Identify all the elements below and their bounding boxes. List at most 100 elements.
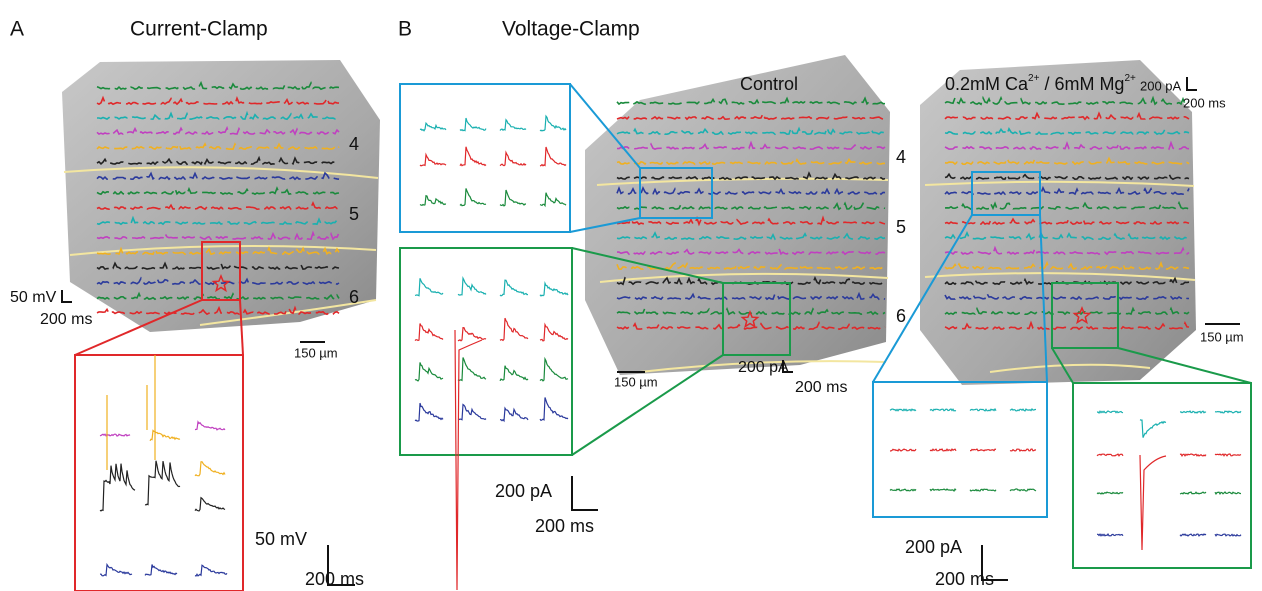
layer-label: 4	[349, 134, 359, 154]
label-part: / 6mM Mg	[1039, 74, 1124, 94]
scale-label: 200 pA	[738, 359, 789, 376]
trace	[144, 564, 178, 576]
trace	[194, 420, 226, 431]
trace-row	[96, 230, 340, 241]
trace-row	[616, 291, 886, 301]
trace-row	[97, 110, 340, 121]
label-part: 2+	[1028, 73, 1040, 84]
trace	[419, 194, 447, 206]
trace-row	[616, 125, 886, 136]
trace-row	[944, 291, 1190, 301]
trace	[929, 448, 957, 452]
trace	[1179, 533, 1207, 537]
trace	[969, 488, 997, 492]
trace	[99, 562, 133, 577]
trace	[414, 323, 444, 342]
trace-row	[96, 80, 340, 91]
trace-row	[616, 171, 886, 181]
inset-frames	[74, 83, 1252, 591]
trace	[1096, 410, 1124, 414]
panel-title: Current-Clamp	[130, 18, 268, 41]
trace	[1179, 410, 1207, 414]
trace-row	[944, 111, 1190, 121]
trace	[1009, 408, 1036, 412]
trace-row	[96, 215, 340, 226]
condition-label: 0.2mM Ca2+ / 6mM Mg2+	[945, 73, 1136, 94]
scale-bars	[61, 77, 1240, 586]
trace-row	[96, 305, 340, 316]
trace-row	[944, 185, 1190, 196]
trace	[419, 152, 447, 167]
trace-row	[96, 186, 340, 196]
trace-row	[96, 95, 340, 106]
trace	[1214, 410, 1242, 414]
layer-label: 4	[896, 147, 906, 167]
trace-row	[944, 172, 1190, 181]
trace-row	[96, 171, 340, 181]
trace	[929, 408, 957, 412]
layer-label: 6	[349, 287, 359, 307]
trace	[99, 463, 136, 512]
trace-row	[944, 230, 1190, 241]
trace	[457, 403, 487, 421]
trace-row	[944, 95, 1190, 106]
trace	[414, 278, 444, 297]
trace	[539, 397, 569, 422]
trace	[539, 146, 567, 167]
panel-letter: B	[398, 18, 412, 41]
trace	[99, 433, 131, 437]
trace-row	[96, 246, 340, 256]
trace	[1179, 453, 1207, 458]
scale-label: 200 ms	[305, 569, 364, 589]
trace-row	[944, 200, 1190, 211]
stimulation-site	[1072, 305, 1092, 325]
condition-label: Control	[740, 74, 798, 94]
trace	[457, 326, 487, 342]
layer-boundaries	[63, 166, 1196, 373]
layer-label: 5	[896, 217, 906, 237]
trace	[539, 192, 567, 208]
trace	[499, 150, 527, 167]
slice-image	[585, 55, 890, 375]
trace-row	[616, 111, 886, 121]
trace	[1139, 454, 1167, 551]
scale-label: 200 pA	[495, 481, 552, 501]
trace-row	[944, 245, 1190, 256]
trace-row	[616, 201, 886, 211]
trace	[454, 329, 483, 591]
scale-label: 50 mV	[10, 289, 57, 306]
trace	[499, 118, 527, 132]
trace	[969, 407, 997, 412]
trace	[106, 355, 156, 470]
slice-image	[920, 60, 1196, 385]
scale-label: 200 ms	[1183, 95, 1226, 110]
trace	[459, 117, 487, 132]
trace-row	[96, 142, 340, 151]
trace	[499, 365, 529, 382]
trace	[1097, 533, 1124, 537]
trace-row	[96, 201, 340, 211]
trace-row	[944, 216, 1190, 226]
scale-label: 50 mV	[255, 529, 307, 549]
slice-image	[62, 60, 380, 332]
trace	[1179, 491, 1207, 495]
label-part: 2+	[1124, 73, 1136, 84]
trace	[194, 564, 228, 577]
trace	[1009, 448, 1037, 452]
trace-row	[944, 156, 1190, 166]
trace	[889, 488, 917, 492]
trace	[1214, 533, 1242, 537]
inset-traces	[99, 114, 1242, 591]
scale-label: 150 µm	[294, 345, 338, 360]
scale-label: 200 ms	[795, 379, 847, 396]
trace	[194, 496, 226, 512]
trace	[459, 146, 487, 167]
trace	[539, 280, 569, 297]
trace	[970, 448, 997, 452]
scale-label: 150 µm	[1200, 329, 1244, 344]
trace	[889, 448, 917, 452]
trace	[194, 461, 226, 477]
trace	[419, 121, 447, 132]
panel-letter: A	[10, 18, 24, 41]
